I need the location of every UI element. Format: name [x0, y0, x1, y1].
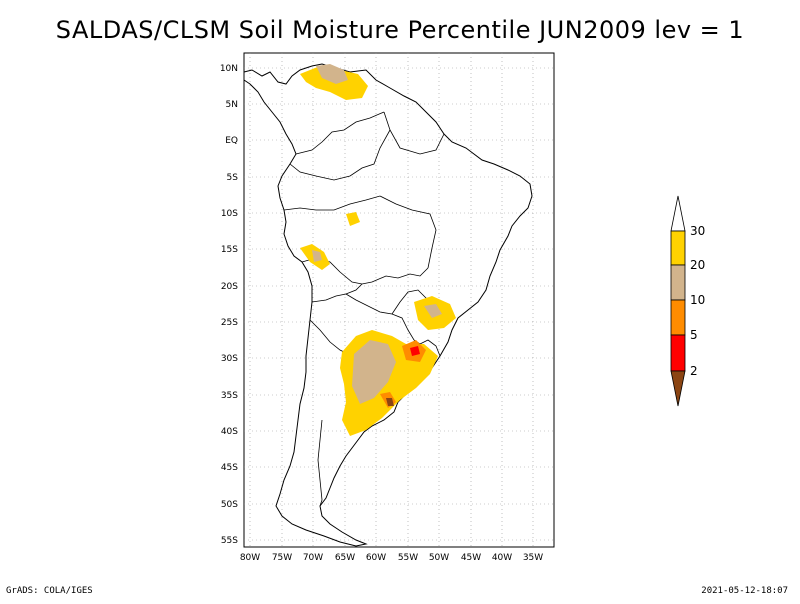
lon-label: 80W	[240, 553, 260, 563]
colorbar-label: 5	[690, 328, 698, 342]
lon-label: 45W	[461, 553, 481, 563]
lat-label: 10S	[221, 209, 238, 219]
lat-label: 35S	[221, 391, 238, 401]
lon-label: 70W	[303, 553, 323, 563]
lon-label: 50W	[429, 553, 449, 563]
lat-label: EQ	[225, 136, 238, 146]
lon-label: 35W	[523, 553, 543, 563]
lat-label: 50S	[221, 500, 238, 510]
grid-lines	[244, 53, 554, 547]
shade-10-20-pampas	[352, 340, 396, 404]
shade-below2-riverplate	[386, 398, 394, 406]
colorbar	[670, 195, 686, 407]
longitude-labels: 80W 75W 70W 65W 60W 55W 50W 45W 40W 35W	[240, 553, 543, 563]
lat-label: 5S	[227, 173, 239, 183]
lat-label: 20S	[221, 282, 238, 292]
lat-label: 30S	[221, 354, 238, 364]
colorbar-10-20	[670, 264, 686, 301]
lat-label: 55S	[221, 536, 238, 546]
shade-20-30-brazil-central	[346, 212, 360, 226]
lon-label: 55W	[398, 553, 418, 563]
shade-10-20-venezuela	[316, 64, 348, 84]
shade-10-20-bolivia	[312, 250, 322, 262]
colorbar-label: 30	[690, 224, 705, 238]
colorbar-5-10	[670, 299, 686, 336]
footer-credit: GrADS: COLA/IGES	[6, 586, 93, 596]
lat-label: 5N	[226, 100, 238, 110]
lon-label: 65W	[335, 553, 355, 563]
colorbar-label: 10	[690, 293, 705, 307]
colorbar-label: 2	[690, 364, 698, 378]
map-frame	[243, 52, 555, 548]
colorbar-labels: 30 20 10 5 2	[690, 224, 705, 378]
lat-label: 40S	[221, 427, 238, 437]
lat-label: 10N	[220, 64, 238, 74]
lat-label: 15S	[221, 245, 238, 255]
shade-2-5-uruguay	[410, 346, 420, 356]
percentile-shading	[300, 64, 456, 436]
lon-label: 40W	[492, 553, 512, 563]
shade-10-20-brazil-south	[424, 304, 442, 318]
colorbar-below-2	[670, 370, 686, 407]
lat-label: 25S	[221, 318, 238, 328]
map-title: SALDAS/CLSM Soil Moisture Percentile JUN…	[55, 16, 745, 44]
lat-label: 45S	[221, 463, 238, 473]
footer-timestamp: 2021-05-12-18:07	[701, 586, 788, 596]
lon-label: 60W	[366, 553, 386, 563]
south-america-coastline	[243, 63, 533, 547]
latitude-labels: 10N 5N EQ 5S 10S 15S 20S 25S 30S 35S 40S…	[220, 64, 238, 546]
colorbar-20-30	[670, 230, 686, 266]
colorbar-2-5	[670, 334, 686, 372]
colorbar-label: 20	[690, 258, 705, 272]
lon-label: 75W	[272, 553, 292, 563]
colorbar-above-30	[670, 195, 686, 232]
national-borders	[283, 111, 445, 507]
